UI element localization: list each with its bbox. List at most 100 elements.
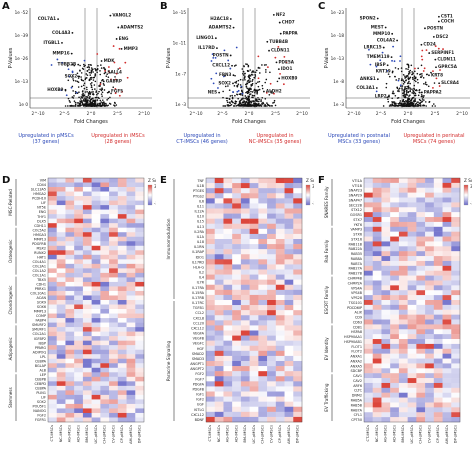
heatmap-cell: [48, 286, 57, 292]
heatmap-cell: [214, 396, 224, 402]
row-label: CEBPA: [35, 359, 47, 363]
heatmap-cell: [109, 336, 119, 341]
heatmap-cell: [398, 187, 408, 193]
heatmap-cell: [56, 403, 66, 409]
data-point: [85, 101, 88, 103]
row-label: SNAP23: [349, 189, 362, 193]
heatmap-cell: [232, 259, 242, 265]
heatmap-cell: [117, 218, 127, 224]
heatmap-cell: [109, 277, 119, 283]
heatmap-cell: [74, 200, 84, 206]
data-point: [417, 81, 419, 84]
data-point: [94, 101, 97, 103]
heatmap-cell: [109, 182, 119, 188]
gene-label: ALDH2: [266, 89, 282, 94]
heatmap-cell: [249, 315, 259, 321]
heatmap-cell: [442, 178, 452, 184]
heatmap-cell: [91, 349, 101, 355]
heatmap-cell: [407, 270, 417, 276]
heatmap-cell: [214, 366, 224, 372]
row-label: VEGFC: [193, 342, 205, 346]
heatmap-cell: [390, 314, 400, 320]
gene-label: CXCL12: [212, 63, 230, 68]
significant-point: [114, 92, 117, 95]
data-point: [256, 103, 258, 105]
heatmap-cell: [100, 331, 110, 337]
column-label: CH-pMSCs: [419, 425, 423, 444]
heatmap-cell: [74, 236, 84, 242]
heatmap-cell: [433, 241, 443, 247]
y-tick-label: 1e -7: [175, 71, 186, 76]
heatmap-cell: [232, 300, 242, 306]
gene-label: NF2: [276, 12, 285, 17]
data-point: [71, 76, 73, 78]
heatmap-cell: [214, 361, 224, 367]
panel-letter-f: F: [318, 175, 325, 186]
data-point: [233, 102, 236, 105]
heatmap-cell: [91, 322, 101, 328]
heatmap-cell: [91, 259, 101, 265]
heatmap-cell: [232, 289, 242, 296]
data-point: [399, 101, 401, 104]
heatmap-cell: [126, 394, 136, 400]
row-label: IL17RB: [192, 296, 205, 300]
row-label: FLOT2: [351, 350, 362, 354]
gene-label: MMP10: [373, 31, 390, 36]
gene-label: MMP3: [124, 46, 138, 51]
heatmap-cell: [433, 373, 443, 379]
labeled-point: [100, 60, 103, 62]
heatmap-cell: [451, 207, 461, 213]
heatmap-cell: [451, 319, 461, 325]
significant-point: [112, 45, 115, 47]
heatmap-cell: [416, 314, 426, 320]
significant-point: [370, 78, 373, 81]
zscore-min-label: -2.4: [154, 201, 156, 206]
data-point: [244, 105, 246, 107]
significant-point: [210, 77, 213, 80]
data-point: [397, 102, 400, 105]
row-label: LEP: [40, 373, 46, 377]
heatmap-cell: [451, 412, 461, 418]
data-point: [400, 102, 403, 105]
heatmap-cell: [100, 345, 110, 350]
heatmap-cell: [82, 277, 92, 283]
heatmap-cell: [249, 208, 259, 214]
x-tick-label: 2^-10: [189, 111, 202, 116]
heatmap-cell: [425, 187, 435, 193]
heatmap-cell: [267, 218, 277, 224]
heatmap-cell: [364, 343, 373, 349]
data-point: [246, 97, 248, 99]
row-label: HSPA8: [351, 330, 362, 334]
heatmap-cell: [372, 343, 382, 349]
heatmap-cell: [214, 289, 224, 296]
heatmap-cell: [117, 412, 127, 418]
significant-point: [386, 70, 389, 72]
heatmap-cell: [82, 178, 92, 183]
labeled-point: [262, 90, 265, 93]
heatmap-cell: [109, 376, 119, 382]
data-point: [405, 103, 408, 106]
heatmap-cell: [425, 329, 435, 335]
heatmap-cell: [390, 304, 400, 310]
heatmap-cell: [275, 411, 285, 418]
heatmap-cell: [100, 218, 110, 224]
heatmap-cell: [126, 376, 136, 382]
heatmap-cell: [56, 187, 66, 192]
heatmap-cell: [74, 254, 84, 260]
heatmap-cell: [364, 290, 373, 296]
data-point: [434, 105, 436, 107]
heatmap-cell: [240, 376, 250, 382]
heatmap-cell: [433, 197, 443, 203]
heatmap-cell: [135, 390, 145, 396]
significant-point: [118, 47, 121, 50]
heatmap-cell: [232, 264, 242, 270]
heatmap-cell: [284, 218, 294, 224]
data-point: [102, 79, 104, 81]
heatmap-cell: [451, 387, 461, 393]
heatmap-cell: [433, 226, 443, 232]
heatmap-cell: [249, 310, 259, 316]
data-point: [421, 95, 424, 97]
heatmap-cell: [240, 183, 250, 189]
heatmap-cell: [126, 399, 136, 405]
heatmap-cell: [91, 286, 101, 292]
